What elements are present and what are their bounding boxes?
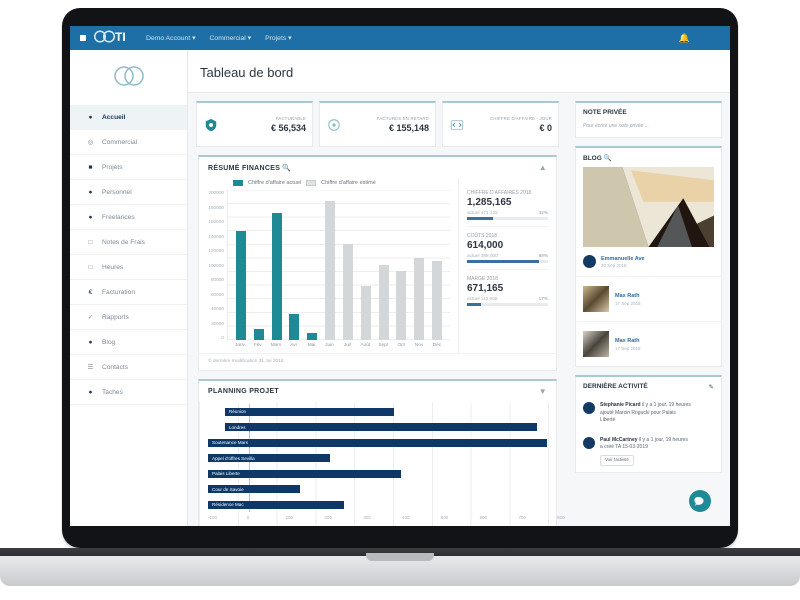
svg-text:TI: TI xyxy=(115,30,126,43)
